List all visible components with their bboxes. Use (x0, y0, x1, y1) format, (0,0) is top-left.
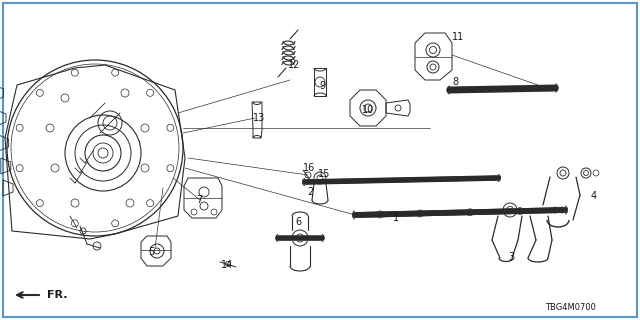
Text: 11: 11 (452, 32, 464, 42)
Text: 7: 7 (196, 195, 202, 205)
Text: 8: 8 (452, 77, 458, 87)
Text: 15: 15 (318, 169, 330, 179)
Text: 6: 6 (295, 217, 301, 227)
Text: 9: 9 (319, 81, 325, 91)
Text: 13: 13 (253, 113, 265, 123)
Text: 16: 16 (303, 163, 316, 173)
Text: 12: 12 (288, 60, 300, 70)
Text: 1: 1 (393, 213, 399, 223)
Text: 14: 14 (221, 260, 233, 270)
Text: TBG4M0700: TBG4M0700 (545, 303, 596, 313)
Text: 5: 5 (148, 247, 154, 257)
Text: 10: 10 (362, 105, 374, 115)
Text: 2: 2 (307, 187, 313, 197)
Text: FR.: FR. (47, 290, 67, 300)
Text: 4: 4 (591, 191, 597, 201)
Text: 3: 3 (508, 252, 514, 262)
